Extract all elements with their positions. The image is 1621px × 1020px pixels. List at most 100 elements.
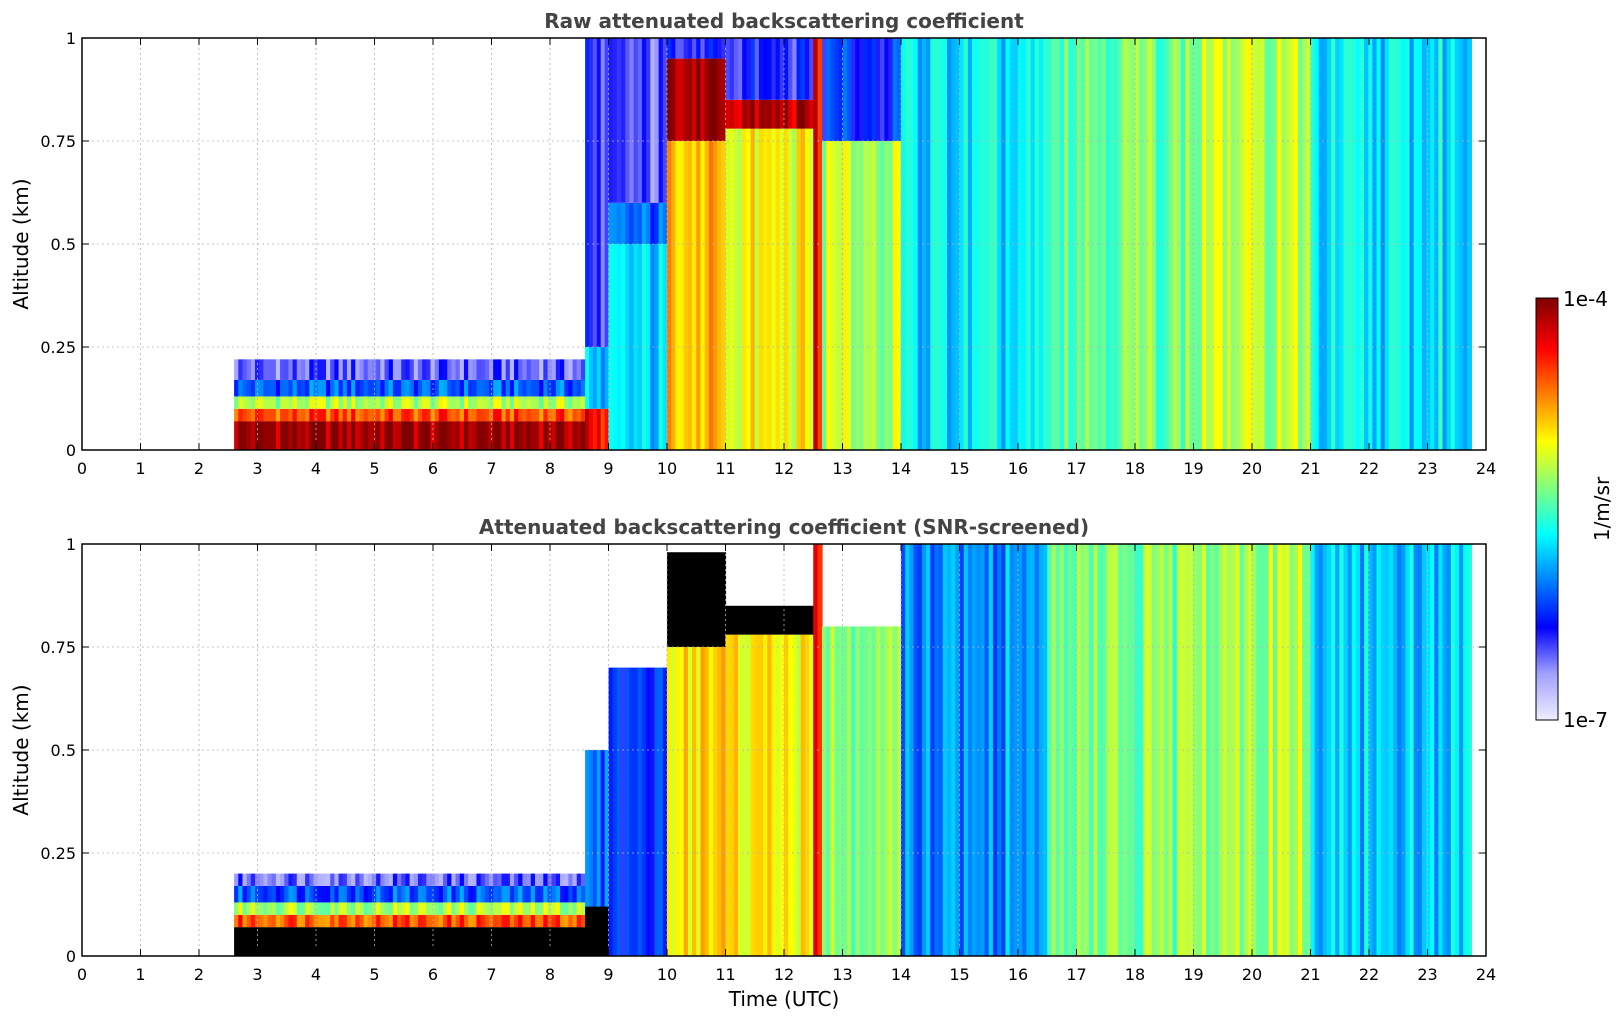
screened-heatmap-cell	[275, 873, 281, 886]
raw-heatmap-cell	[259, 396, 264, 409]
raw-heatmap-cell	[788, 99, 793, 129]
raw-heatmap-cell	[608, 202, 614, 244]
raw-heatmap-cell	[1197, 38, 1203, 450]
screened-heatmap-cell	[355, 927, 361, 956]
raw-x-tick-label: 3	[252, 459, 262, 478]
raw-heatmap-cell	[1318, 38, 1324, 450]
raw-heatmap-cell	[746, 128, 752, 450]
raw-heatmap-cell	[246, 421, 252, 450]
raw-heatmap-cell	[867, 141, 873, 450]
screened-heatmap-cell	[580, 873, 586, 886]
raw-heatmap-cell	[522, 396, 528, 409]
screened-heatmap-cell	[493, 914, 498, 928]
screened-heatmap-cell	[729, 605, 735, 635]
raw-heatmap-cell	[1018, 38, 1023, 450]
screened-heatmap-cell	[342, 885, 348, 903]
screened-heatmap-cell	[784, 605, 789, 635]
screened-heatmap-cell	[476, 885, 482, 903]
raw-heatmap-cell	[888, 141, 894, 450]
raw-heatmap-cell	[309, 379, 315, 397]
raw-x-tick-label: 24	[1476, 459, 1496, 478]
raw-heatmap-cell	[1409, 38, 1415, 450]
screened-heatmap-cell	[514, 914, 519, 928]
raw-heatmap-cell	[662, 202, 668, 244]
raw-heatmap-cell	[388, 408, 394, 422]
screened-heatmap-cell	[300, 914, 306, 928]
raw-heatmap-cell	[704, 141, 710, 450]
raw-heatmap-cell	[363, 359, 369, 380]
screened-heatmap-cell	[280, 927, 285, 956]
screened-heatmap-cell	[309, 902, 315, 915]
screened-heatmap-cell	[501, 902, 507, 915]
screened-heatmap-cell	[514, 902, 519, 915]
raw-heatmap-cell	[742, 99, 747, 129]
screened-heatmap-cell	[367, 914, 373, 928]
raw-heatmap-cell	[1164, 38, 1170, 450]
raw-heatmap-cell	[604, 38, 610, 347]
raw-heatmap-cell	[863, 38, 869, 141]
screened-heatmap-cell	[313, 902, 319, 915]
raw-heatmap-cell	[729, 99, 735, 129]
screened-heatmap-cell	[738, 634, 743, 956]
raw-heatmap-cell	[568, 379, 574, 397]
screened-heatmap-cell	[271, 914, 277, 928]
raw-heatmap-cell	[604, 347, 610, 409]
screened-heatmap-cell	[280, 902, 285, 915]
raw-heatmap-cell	[263, 396, 269, 409]
raw-heatmap-cell	[913, 38, 919, 450]
raw-heatmap-cell	[296, 379, 302, 397]
screened-heatmap-cell	[654, 667, 660, 956]
raw-heatmap-cell	[417, 359, 423, 380]
screened-heatmap-cell	[1193, 544, 1199, 956]
raw-heatmap-cell	[443, 396, 448, 409]
screened-heatmap-cell	[288, 885, 294, 903]
screened-heatmap-cell	[1351, 544, 1357, 956]
raw-x-tick-label: 5	[369, 459, 379, 478]
screened-heatmap-cell	[250, 902, 256, 915]
raw-heatmap-cell	[300, 408, 306, 422]
screened-heatmap-cell	[443, 902, 448, 915]
screened-heatmap-cell	[564, 902, 569, 915]
raw-heatmap-cell	[346, 408, 352, 422]
screened-heatmap-cell	[254, 902, 260, 915]
raw-heatmap-cell	[738, 99, 743, 129]
screened-heatmap-cell	[246, 902, 252, 915]
raw-heatmap-cell	[480, 359, 486, 380]
raw-heatmap-cell	[438, 379, 444, 397]
screened-heatmap-cell	[1093, 544, 1098, 956]
screened-heatmap-cell	[809, 605, 814, 635]
raw-heatmap-cell	[443, 359, 448, 380]
raw-heatmap-cell	[988, 38, 994, 450]
raw-heatmap-cell	[842, 141, 848, 450]
raw-heatmap-cell	[564, 359, 569, 380]
screened-heatmap-cell	[296, 885, 302, 903]
screened-heatmap-cell	[576, 873, 582, 886]
raw-heatmap-cell	[692, 58, 697, 141]
raw-x-tick-label: 0	[77, 459, 87, 478]
raw-heatmap-cell	[580, 396, 586, 409]
raw-heatmap-cell	[700, 38, 706, 59]
raw-heatmap-cell	[459, 396, 465, 409]
screened-heatmap-cell	[292, 927, 298, 956]
screened-x-tick-label: 3	[252, 965, 262, 984]
screened-heatmap-cell	[455, 914, 461, 928]
screened-heatmap-cell	[430, 902, 436, 915]
raw-heatmap-cell	[654, 244, 660, 450]
raw-heatmap-cell	[342, 396, 348, 409]
raw-heatmap-cell	[792, 99, 798, 129]
screened-heatmap-cell	[959, 544, 965, 956]
screened-heatmap-cell	[530, 914, 536, 928]
screened-heatmap-cell	[284, 873, 290, 886]
raw-heatmap-cell	[371, 421, 377, 450]
raw-heatmap-cell	[426, 379, 432, 397]
raw-heatmap-cell	[455, 359, 461, 380]
screened-heatmap-cell	[547, 927, 553, 956]
screened-heatmap-cell	[1214, 544, 1220, 956]
raw-heatmap-cell	[592, 38, 598, 347]
raw-heatmap-cell	[842, 38, 848, 141]
screened-heatmap-cell	[589, 750, 594, 907]
raw-heatmap-cell	[526, 408, 532, 422]
raw-heatmap-cell	[480, 408, 486, 422]
screened-x-tick-label: 2	[194, 965, 204, 984]
raw-heatmap-cell	[426, 408, 432, 422]
